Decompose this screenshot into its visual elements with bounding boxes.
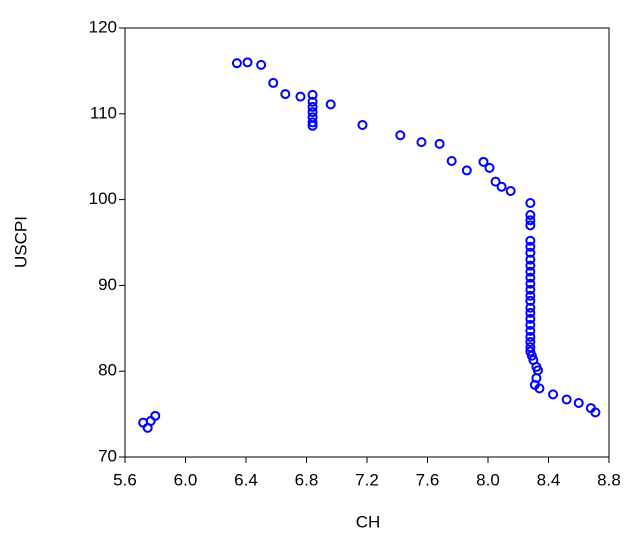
x-tick-label: 7.6: [416, 470, 440, 489]
point: [525, 260, 536, 271]
point: [416, 137, 427, 148]
point: [534, 383, 545, 394]
point: [525, 272, 536, 283]
x-tick-label: 6.8: [295, 470, 319, 489]
point: [434, 138, 445, 149]
point: [525, 295, 536, 306]
x-tick-label: 5.6: [113, 470, 137, 489]
point: [395, 130, 406, 141]
point: [525, 313, 536, 324]
point: [145, 415, 156, 426]
point: [525, 331, 536, 342]
point: [280, 89, 291, 100]
point: [525, 319, 536, 330]
y-tick-label: 80: [98, 361, 117, 380]
point: [505, 186, 516, 197]
point: [525, 278, 536, 289]
point: [525, 210, 536, 221]
point: [573, 397, 584, 408]
point: [561, 394, 572, 405]
y-tick-label: 90: [98, 275, 117, 294]
point: [525, 215, 536, 226]
point: [525, 241, 536, 252]
point: [525, 235, 536, 246]
point: [268, 77, 279, 88]
point: [307, 101, 318, 112]
point: [231, 58, 242, 69]
y-tick-label: 110: [90, 103, 117, 122]
point: [357, 119, 368, 130]
point: [307, 107, 318, 118]
point: [242, 57, 253, 68]
point: [307, 120, 318, 131]
point: [525, 325, 536, 336]
point: [446, 155, 457, 166]
point: [496, 181, 507, 192]
point: [525, 302, 536, 313]
x-tick-label: 8.8: [597, 470, 621, 489]
x-tick-label: 6.4: [234, 470, 258, 489]
point: [256, 59, 267, 70]
x-tick-label: 7.2: [355, 470, 379, 489]
y-tick-label: 120: [89, 17, 117, 36]
x-axis-label: CH: [356, 512, 381, 531]
y-axis-label: USCPI: [11, 216, 30, 268]
point: [548, 389, 559, 400]
point: [525, 198, 536, 209]
point: [150, 410, 161, 421]
point: [525, 337, 536, 348]
point: [307, 117, 318, 128]
point: [525, 266, 536, 277]
point: [490, 176, 501, 187]
point: [590, 407, 601, 418]
point: [325, 99, 336, 110]
point: [525, 284, 536, 295]
x-tick-label: 6.0: [174, 470, 198, 489]
point: [307, 89, 318, 100]
x-tick-label: 8.0: [476, 470, 500, 489]
point: [525, 254, 536, 265]
point: [525, 290, 536, 301]
point: [295, 91, 306, 102]
point: [525, 307, 536, 318]
y-tick-label: 70: [98, 446, 117, 465]
point: [461, 165, 472, 176]
point: [484, 162, 495, 173]
x-tick-label: 8.4: [537, 470, 561, 489]
y-tick-label: 100: [89, 189, 117, 208]
point: [525, 247, 536, 258]
point: [478, 156, 489, 167]
plot-frame: [124, 27, 610, 458]
point: [525, 220, 536, 231]
point: [307, 96, 318, 107]
